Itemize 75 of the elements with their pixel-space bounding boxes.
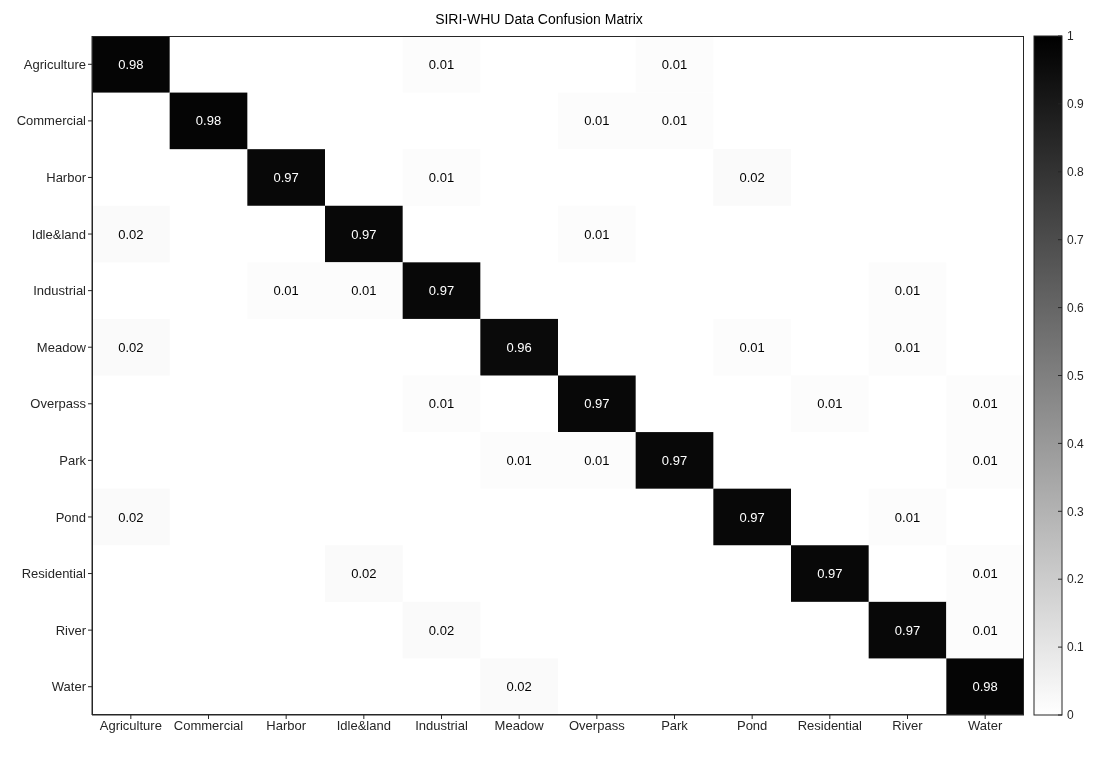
color-bar-label: 0.2 — [1067, 572, 1085, 587]
y-tick-label: River — [55, 622, 87, 638]
data-label: 0.01 — [972, 622, 998, 638]
x-tick-label: Idle&land — [336, 718, 391, 734]
y-tick-label: Water — [51, 679, 87, 695]
data-label: 0.02 — [118, 509, 144, 525]
data-label: 0.97 — [894, 622, 921, 638]
data-label: 0.02 — [739, 170, 765, 186]
y-tick-label: Overpass — [30, 396, 87, 412]
y-tick-label: Park — [59, 452, 87, 468]
y-tick-label: Agriculture — [23, 56, 86, 72]
y-tick-label: Industrial — [33, 283, 87, 299]
color-bar-label: 0.5 — [1067, 368, 1085, 383]
chart-title: SIRI-WHU Data Confusion Matrix — [434, 10, 644, 29]
x-tick-label: Residential — [797, 718, 863, 734]
y-tick-label: Commercial — [16, 113, 87, 129]
x-tick-label: Industrial — [415, 718, 468, 734]
color-bar-label: 0.1 — [1067, 640, 1085, 655]
data-label: 0.02 — [118, 226, 144, 242]
x-tick-label: River — [892, 718, 924, 734]
x-tick-label: Overpass — [569, 718, 626, 734]
data-label: 0.01 — [661, 56, 688, 72]
data-label: 0.01 — [428, 396, 455, 412]
y-tick-label: Harbor — [46, 170, 87, 186]
data-label: 0.01 — [972, 566, 998, 582]
data-label: 0.97 — [428, 283, 455, 299]
data-label: 0.97 — [817, 566, 843, 582]
data-label: 0.01 — [351, 283, 377, 299]
data-label: 0.01 — [584, 113, 610, 129]
color-bar-label: 1 — [1067, 29, 1074, 44]
data-label: 0.97 — [351, 226, 377, 242]
color-bar-label: 0.6 — [1067, 300, 1085, 315]
data-label: 0.98 — [195, 113, 222, 129]
color-bar-label: 0.8 — [1067, 165, 1085, 179]
color-bar-label: 0.4 — [1067, 436, 1085, 451]
y-tick-label: Idle&land — [31, 226, 86, 242]
data-label: 0.01 — [894, 509, 921, 525]
data-label: 0.01 — [584, 226, 610, 242]
data-label: 0.01 — [894, 339, 921, 355]
data-label: 0.01 — [506, 452, 532, 468]
data-label: 0.01 — [584, 452, 610, 468]
y-tick-label: Meadow — [36, 339, 87, 355]
data-label: 0.97 — [273, 170, 299, 186]
x-tick-label: Water — [968, 718, 1003, 734]
data-label: 0.01 — [972, 396, 998, 412]
x-tick-label: Meadow — [494, 718, 545, 734]
data-label: 0.98 — [118, 56, 144, 72]
data-label: 0.01 — [894, 283, 921, 299]
color-bar-label: 0.7 — [1067, 232, 1085, 247]
data-label: 0.02 — [351, 566, 377, 582]
data-label: 0.01 — [817, 396, 843, 412]
data-label: 0.97 — [661, 452, 688, 468]
data-label: 0.01 — [273, 283, 299, 299]
color-bar-label: 0.9 — [1067, 97, 1085, 112]
data-label: 0.01 — [661, 113, 688, 129]
data-label: 0.97 — [739, 509, 765, 525]
x-tick-label: Commercial — [173, 718, 244, 734]
data-label: 0.01 — [428, 56, 455, 72]
x-tick-label: Park — [661, 718, 689, 734]
y-tick-label: Pond — [55, 509, 86, 525]
data-label: 0.02 — [118, 339, 144, 355]
color-bar-label: 0 — [1067, 708, 1074, 723]
data-label: 0.01 — [428, 170, 455, 186]
y-tick-label: Residential — [21, 566, 87, 582]
data-label: 0.02 — [506, 679, 532, 695]
data-label: 0.96 — [506, 339, 532, 355]
x-tick-label: Harbor — [266, 718, 307, 734]
data-label: 0.01 — [972, 452, 998, 468]
color-bar-label: 0.3 — [1067, 504, 1085, 519]
data-label: 0.98 — [972, 679, 998, 695]
data-label: 0.01 — [739, 339, 765, 355]
x-tick-label: Pond — [736, 718, 768, 734]
data-label: 0.97 — [584, 396, 610, 412]
data-label: 0.02 — [428, 622, 455, 638]
x-tick-label: Agriculture — [99, 718, 162, 734]
